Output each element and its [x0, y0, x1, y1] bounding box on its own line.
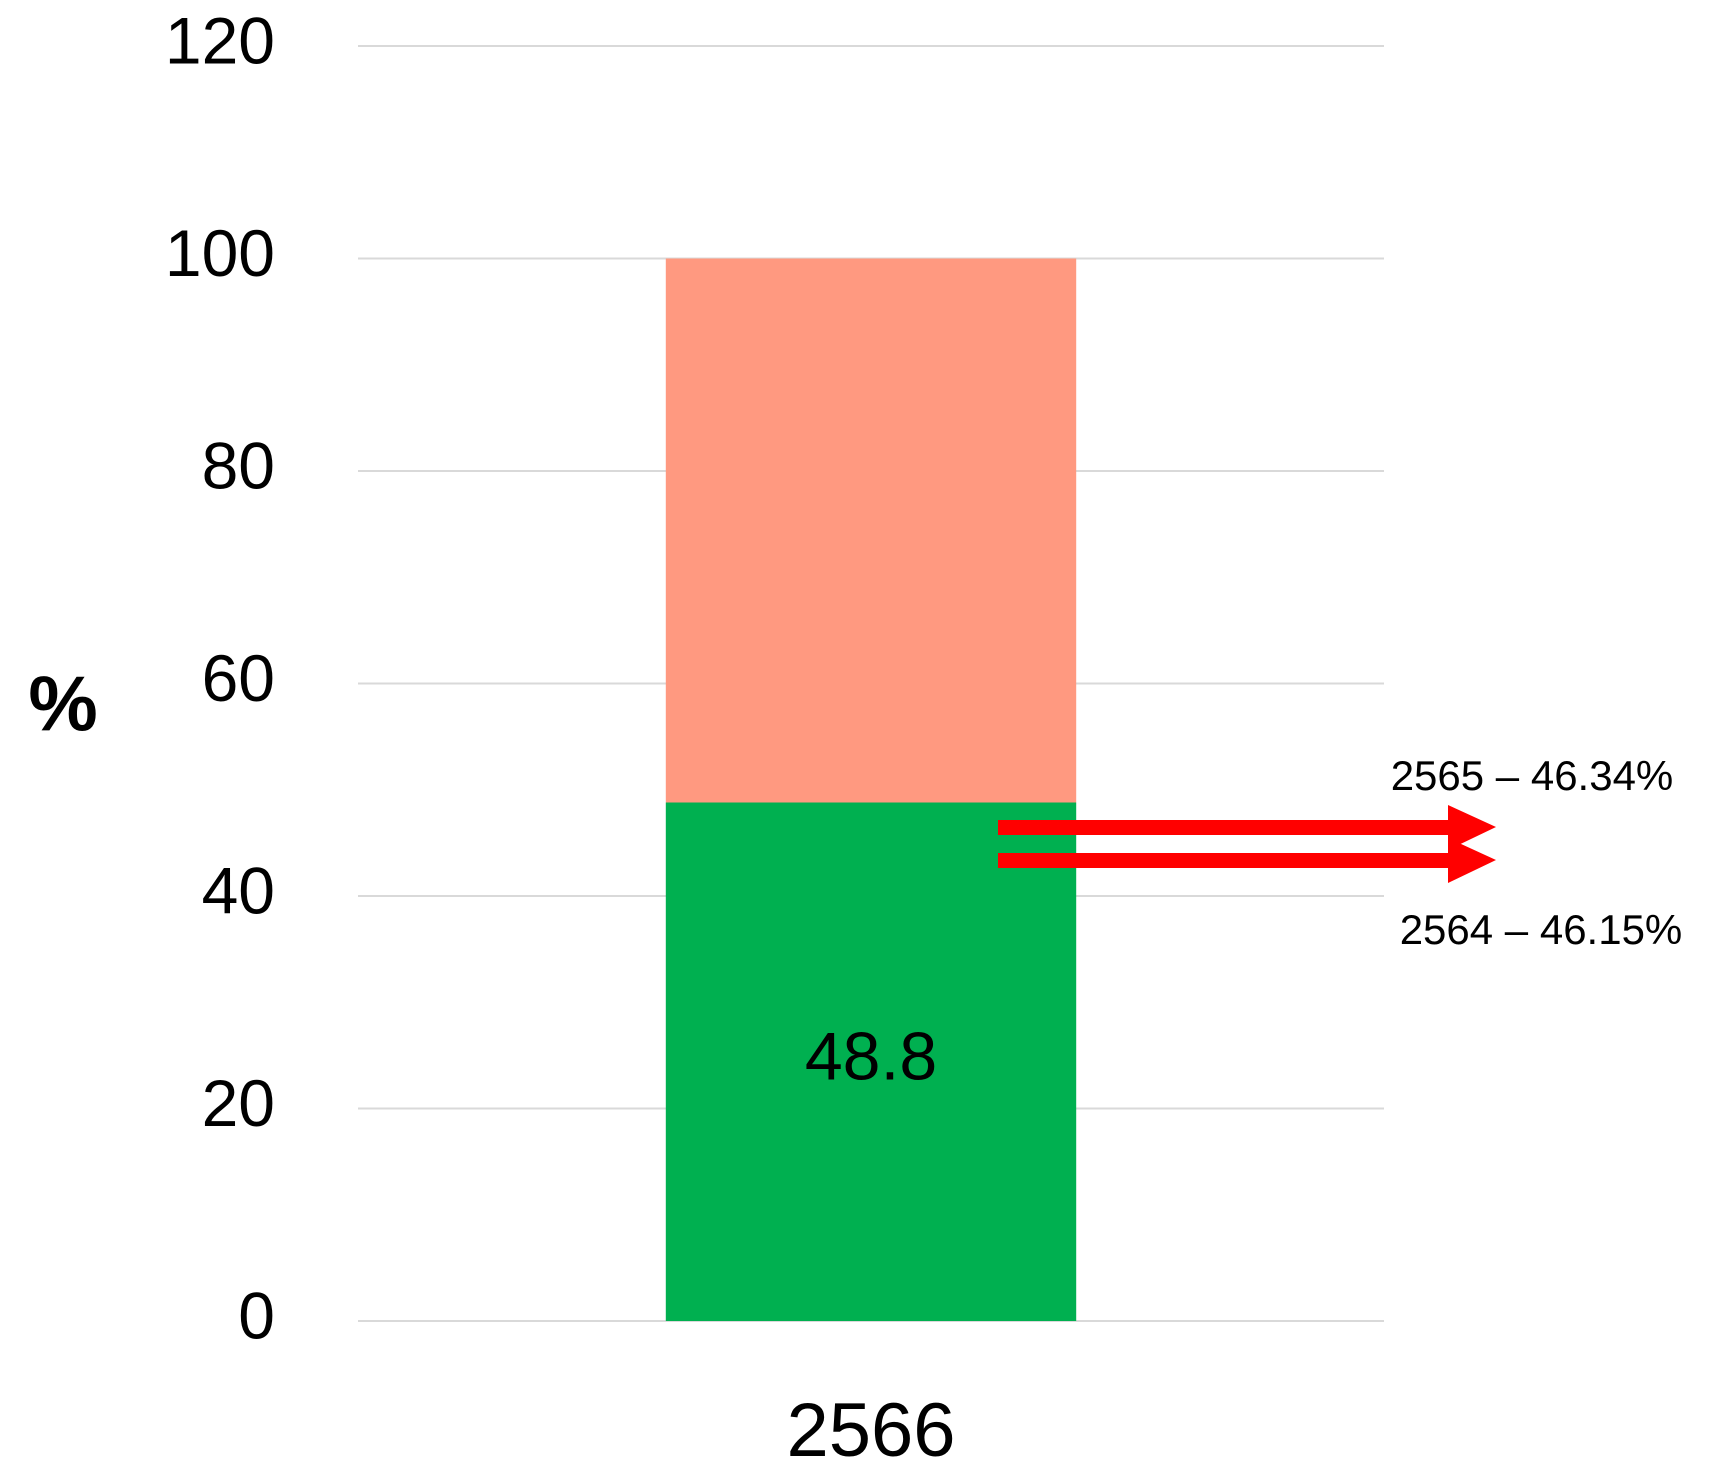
- y-tick-label: 80: [202, 428, 275, 502]
- y-tick-label: 40: [202, 853, 275, 927]
- y-tick-label: 100: [165, 216, 275, 290]
- y-tick-label: 0: [238, 1278, 275, 1352]
- y-tick-label: 120: [165, 3, 275, 77]
- bar-segment: [665, 802, 1077, 1321]
- data-label: 48.8: [805, 1019, 937, 1095]
- y-tick-label: 20: [202, 1066, 275, 1140]
- y-axis-label: %: [28, 660, 97, 748]
- annotation: 2565 – 46.34%: [1391, 752, 1674, 799]
- y-tick-label: 60: [202, 641, 275, 715]
- arrow-head: [1448, 838, 1496, 883]
- annotation-arrows: [998, 805, 1496, 883]
- annotation: 2564 – 46.15%: [1400, 906, 1683, 953]
- arrow-head: [1448, 805, 1496, 850]
- arrow-shaft: [998, 820, 1450, 835]
- x-tick-label: 2566: [786, 1388, 955, 1468]
- bar-segment: [665, 258, 1077, 803]
- arrow-shaft: [998, 853, 1450, 868]
